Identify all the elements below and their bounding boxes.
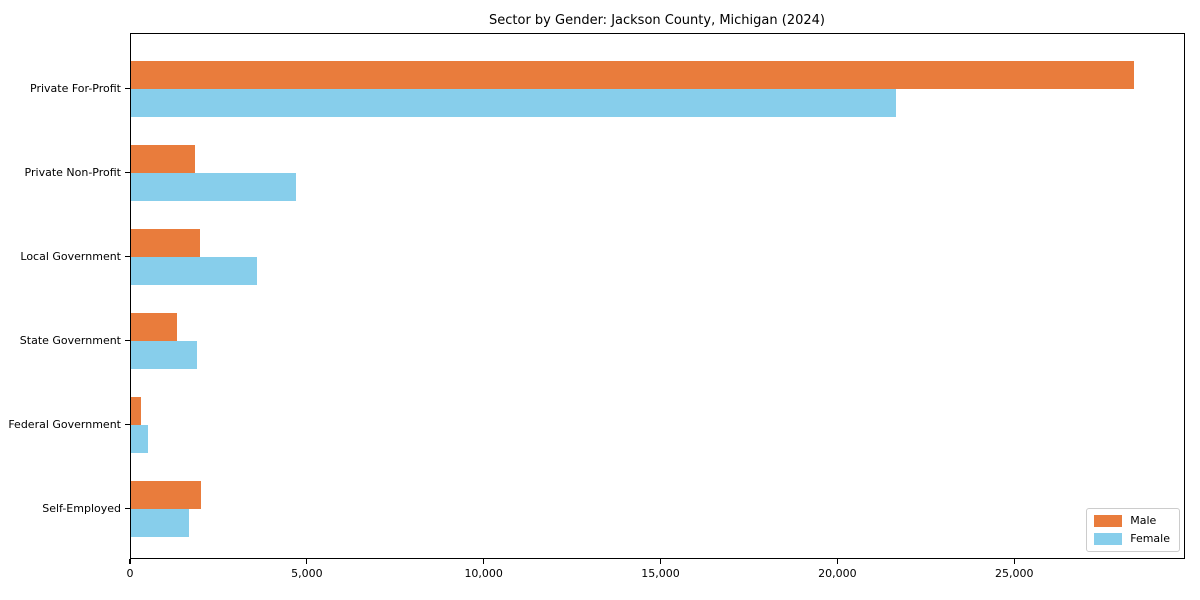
legend-swatch-male [1094,515,1123,527]
y-tick-label: Local Government [20,249,121,263]
bar-female-4 [131,425,148,453]
bar-male-3 [131,313,177,341]
y-tick-mark [125,87,130,89]
bar-male-0 [131,61,1135,89]
legend: Male Female [1086,508,1180,552]
y-tick-mark [125,255,130,257]
legend-label-male: Male [1130,514,1157,527]
bar-male-1 [131,145,196,173]
x-tick-mark [129,559,131,564]
plot-area: Male Female [130,33,1185,559]
bar-female-0 [131,89,896,117]
y-tick-label: Federal Government [8,417,121,431]
y-tick-label: Private For-Profit [30,81,121,95]
bar-male-4 [131,397,142,425]
x-tick-label: 15,000 [641,567,680,580]
x-tick-label: 20,000 [818,567,857,580]
x-tick-label: 10,000 [464,567,503,580]
chart-title: Sector by Gender: Jackson County, Michig… [489,13,825,28]
y-tick-mark [125,339,130,341]
x-tick-label: 5,000 [291,567,323,580]
legend-entry-female: Female [1094,533,1170,545]
bar-female-1 [131,173,296,201]
legend-swatch-female [1094,533,1123,545]
bar-female-5 [131,509,189,537]
x-tick-mark [836,559,838,564]
y-tick-mark [125,507,130,509]
y-tick-mark [125,423,130,425]
legend-entry-male: Male [1094,515,1170,527]
x-tick-label: 0 [126,567,134,580]
legend-label-female: Female [1130,532,1170,545]
x-tick-mark [659,559,662,564]
y-tick-label: Self-Employed [42,501,121,515]
x-tick-mark [1013,559,1015,564]
y-tick-mark [125,171,130,173]
bar-female-2 [131,257,257,285]
y-tick-label: State Government [19,333,121,347]
bar-male-2 [131,229,201,257]
x-tick-mark [306,559,308,564]
bar-female-3 [131,341,198,369]
bar-male-5 [131,481,202,509]
x-tick-mark [483,559,485,564]
x-tick-label: 25,000 [994,567,1034,580]
y-tick-label: Private Non-Profit [24,165,121,179]
